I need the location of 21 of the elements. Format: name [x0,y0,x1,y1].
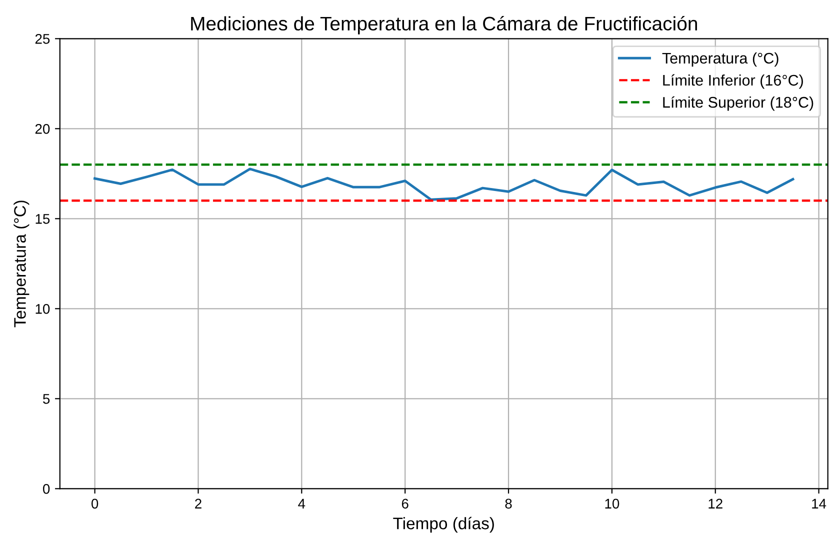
x-tick-label: 4 [298,498,306,508]
x-tick-label: 2 [195,498,202,508]
x-tick-label: 10 [605,498,620,509]
x-axis-title: Tiempo (días) [393,516,494,533]
legend-label: Límite Inferior (16°C) [663,74,803,89]
y-tick-label: 10 [36,304,50,314]
y-tick-label: 15 [36,214,50,224]
chart-title: Mediciones de Temperatura en la Cámara de Fructificación [191,16,697,34]
x-tick-label: 6 [402,498,408,509]
y-tick-label: 0 [43,484,50,494]
y-tick-label: 25 [35,34,50,44]
x-tick-label: 0 [91,498,98,509]
x-tick-label: 14 [812,498,826,508]
line-series [94,168,794,201]
legend-label: Temperatura (°C) [662,52,778,67]
legend-label: Límite Superior (18°C) [663,96,814,111]
y-axis-title: Temperatura (°C) [14,200,30,328]
y-tick-label: 20 [35,124,50,134]
y-tick-label: 5 [43,394,50,404]
x-tick-label: 12 [708,498,722,508]
x-tick-label: 8 [505,498,512,509]
